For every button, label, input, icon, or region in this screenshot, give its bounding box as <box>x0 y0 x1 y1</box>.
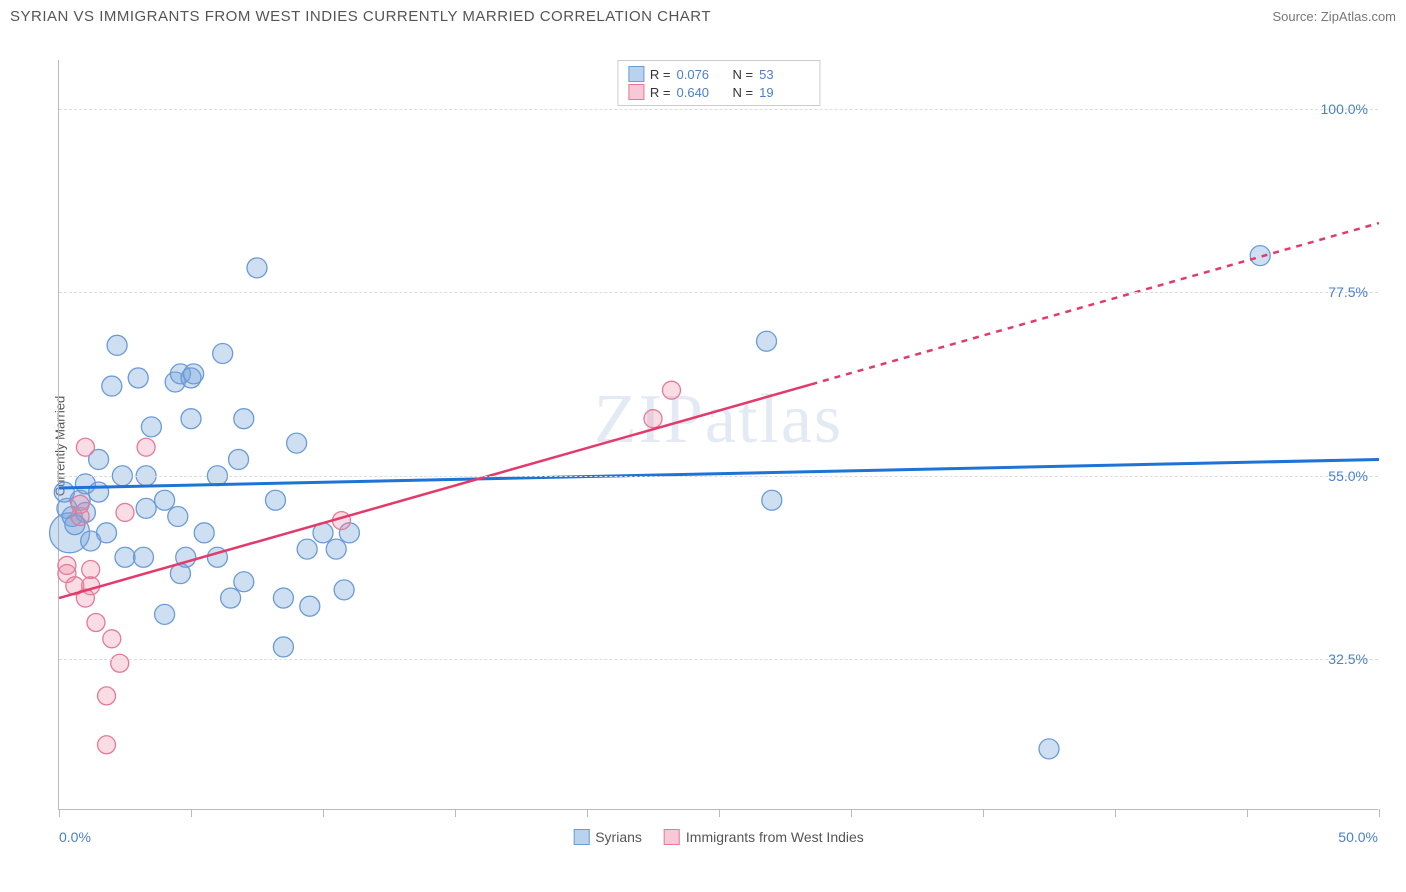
y-tick-label: 100.0% <box>1321 101 1368 117</box>
scatter-point <box>87 614 105 632</box>
gridline <box>59 292 1378 293</box>
scatter-point <box>662 381 680 399</box>
x-tick <box>323 809 324 817</box>
chart-source: Source: ZipAtlas.com <box>1272 9 1396 24</box>
scatter-point <box>89 482 109 502</box>
scatter-point <box>247 258 267 278</box>
scatter-point <box>137 438 155 456</box>
legend-series: Syrians Immigrants from West Indies <box>573 829 864 845</box>
legend-swatch <box>628 84 644 100</box>
y-tick-label: 77.5% <box>1328 284 1368 300</box>
legend-series-label: Syrians <box>595 829 642 845</box>
scatter-point <box>82 561 100 579</box>
trend-line-extrapolated <box>811 223 1379 384</box>
legend-swatch <box>664 829 680 845</box>
scatter-point <box>128 368 148 388</box>
gridline <box>59 476 1378 477</box>
chart-title: SYRIAN VS IMMIGRANTS FROM WEST INDIES CU… <box>10 8 711 25</box>
scatter-point <box>141 417 161 437</box>
scatter-point <box>287 433 307 453</box>
scatter-point <box>133 547 153 567</box>
y-tick-label: 32.5% <box>1328 651 1368 667</box>
chart-plot-area: ZIPatlas R =0.076N =53R =0.640N =19 Syri… <box>58 60 1378 810</box>
scatter-point <box>300 596 320 616</box>
scatter-point <box>103 630 121 648</box>
legend-r-label: R = <box>650 85 671 100</box>
scatter-point <box>297 539 317 559</box>
chart-header: SYRIAN VS IMMIGRANTS FROM WEST INDIES CU… <box>10 8 1396 25</box>
scatter-point <box>181 409 201 429</box>
legend-correlation-row: R = 0.076 N = 53 <box>628 65 809 83</box>
scatter-point <box>326 539 346 559</box>
legend-correlation: R = 0.076 N = 53 R = 0.640 N = 19 <box>617 60 820 106</box>
scatter-point <box>168 507 188 527</box>
scatter-point <box>229 449 249 469</box>
scatter-point <box>111 654 129 672</box>
legend-n-label: N = <box>733 67 754 82</box>
y-tick-label: 55.0% <box>1328 468 1368 484</box>
legend-series-label: Immigrants from West Indies <box>686 829 864 845</box>
scatter-point <box>115 547 135 567</box>
legend-correlation-row: R = 0.640 N = 19 <box>628 83 809 101</box>
legend-r-label: R = <box>650 67 671 82</box>
scatter-point <box>155 490 175 510</box>
legend-r-value: 0.640 <box>677 85 727 100</box>
scatter-point <box>98 687 116 705</box>
x-axis-min-label: 0.0% <box>59 829 91 845</box>
legend-swatch <box>573 829 589 845</box>
scatter-point <box>234 572 254 592</box>
scatter-point <box>234 409 254 429</box>
x-tick <box>1247 809 1248 817</box>
scatter-point <box>757 331 777 351</box>
legend-n-value: 53 <box>759 67 809 82</box>
scatter-point <box>136 498 156 518</box>
x-tick <box>59 809 60 817</box>
scatter-plot-svg <box>59 60 1378 809</box>
scatter-point <box>58 556 76 574</box>
x-tick <box>851 809 852 817</box>
trend-line <box>59 384 811 598</box>
gridline <box>59 659 1378 660</box>
scatter-point <box>107 335 127 355</box>
scatter-point <box>155 604 175 624</box>
scatter-point <box>273 588 293 608</box>
gridline <box>59 109 1378 110</box>
scatter-point <box>184 364 204 384</box>
legend-n-value: 19 <box>759 85 809 100</box>
legend-series-item: Syrians <box>573 829 642 845</box>
scatter-point <box>273 637 293 657</box>
scatter-point <box>71 495 89 513</box>
legend-series-item: Immigrants from West Indies <box>664 829 864 845</box>
scatter-point <box>194 523 214 543</box>
x-tick <box>455 809 456 817</box>
scatter-point <box>98 736 116 754</box>
scatter-point <box>334 580 354 600</box>
scatter-point <box>102 376 122 396</box>
scatter-point <box>97 523 117 543</box>
scatter-point <box>76 438 94 456</box>
scatter-point <box>1039 739 1059 759</box>
scatter-point <box>265 490 285 510</box>
x-tick <box>191 809 192 817</box>
trend-line <box>59 459 1379 488</box>
scatter-point <box>213 343 233 363</box>
scatter-point <box>116 503 134 521</box>
legend-swatch <box>628 66 644 82</box>
x-tick <box>983 809 984 817</box>
legend-n-label: N = <box>733 85 754 100</box>
x-tick <box>719 809 720 817</box>
scatter-point <box>762 490 782 510</box>
legend-r-value: 0.076 <box>677 67 727 82</box>
x-tick <box>587 809 588 817</box>
x-axis-max-label: 50.0% <box>1338 829 1378 845</box>
scatter-point <box>644 410 662 428</box>
x-tick <box>1379 809 1380 817</box>
scatter-point <box>221 588 241 608</box>
x-tick <box>1115 809 1116 817</box>
